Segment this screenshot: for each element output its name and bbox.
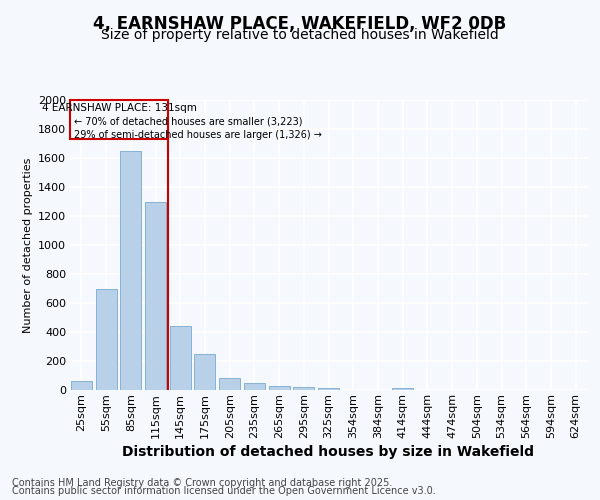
Bar [194,354,215,390]
Bar [392,388,413,390]
Text: Contains public sector information licensed under the Open Government Licence v3: Contains public sector information licen… [12,486,436,496]
Bar [318,388,339,390]
Bar [71,380,92,390]
Text: 29% of semi-detached houses are larger (1,326) →: 29% of semi-detached houses are larger (… [74,130,322,140]
Text: Size of property relative to detached houses in Wakefield: Size of property relative to detached ho… [101,28,499,42]
Y-axis label: Number of detached properties: Number of detached properties [23,158,32,332]
Text: Contains HM Land Registry data © Crown copyright and database right 2025.: Contains HM Land Registry data © Crown c… [12,478,392,488]
Bar [269,386,290,390]
Bar [170,326,191,390]
Text: 4 EARNSHAW PLACE: 131sqm: 4 EARNSHAW PLACE: 131sqm [41,103,196,113]
Bar [95,288,116,390]
Bar [70,100,168,139]
Bar [120,151,141,390]
Bar [244,383,265,390]
Bar [293,387,314,390]
Bar [219,378,240,390]
Text: ← 70% of detached houses are smaller (3,223): ← 70% of detached houses are smaller (3,… [74,116,302,126]
Text: 4, EARNSHAW PLACE, WAKEFIELD, WF2 0DB: 4, EARNSHAW PLACE, WAKEFIELD, WF2 0DB [94,15,506,33]
X-axis label: Distribution of detached houses by size in Wakefield: Distribution of detached houses by size … [122,445,535,459]
Bar [145,202,166,390]
